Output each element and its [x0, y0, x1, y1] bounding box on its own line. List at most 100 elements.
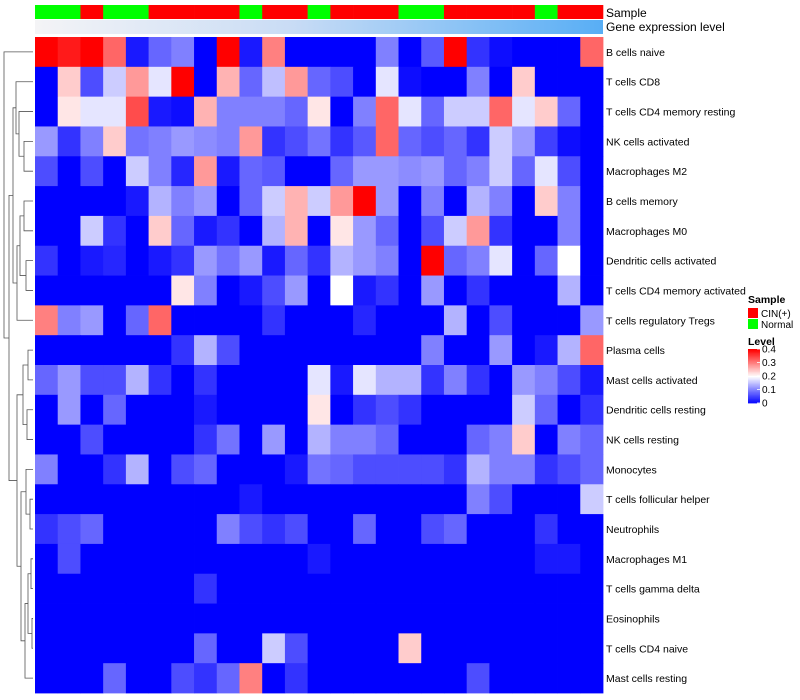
heatmap-cell: [57, 365, 81, 396]
heatmap-cell: [307, 96, 331, 127]
heatmap-cell: [443, 335, 468, 366]
heatmap-cell: [148, 305, 172, 336]
dendrogram-branches: [3, 51, 33, 679]
heatmap-cell: [353, 633, 377, 664]
heatmap-cell: [194, 37, 218, 68]
heatmap-cell: [489, 126, 513, 157]
heatmap-cell: [375, 215, 399, 247]
heatmap-cell: [125, 186, 149, 217]
heatmap-cell: [284, 96, 309, 127]
heatmap-cell: [489, 394, 513, 426]
heatmap-cell: [80, 365, 104, 396]
heatmap-cell: [35, 454, 59, 485]
heatmap-cell: [398, 394, 422, 426]
heatmap-cell: [580, 633, 604, 664]
heatmap-cell: [375, 424, 399, 455]
row-label: Macrophages M2: [606, 166, 687, 178]
heatmap-cell: [557, 96, 581, 127]
heatmap-cell: [534, 66, 558, 98]
heatmap-cell: [103, 484, 127, 515]
heatmap-cell: [580, 335, 604, 366]
heatmap-cell: [194, 126, 218, 157]
heatmap-cell: [398, 573, 422, 604]
annotation-label-sample: Sample: [606, 6, 647, 20]
row-labels: B cells naive T cells CD8 T cells CD4 memo…: [606, 47, 746, 685]
heatmap-cell: [57, 245, 81, 276]
heatmap-cell: [35, 275, 59, 306]
heatmap-cell: [103, 424, 127, 455]
heatmap-cell: [466, 305, 490, 336]
heatmap-cell: [466, 514, 490, 545]
heatmap-cell: [194, 365, 218, 396]
heatmap-cell: [35, 37, 59, 68]
heatmap-cell: [375, 633, 399, 664]
row-label: T cells CD4 naive: [606, 643, 688, 655]
heatmap-cell: [262, 37, 286, 68]
heatmap-cell: [148, 663, 172, 694]
heatmap-cell: [443, 394, 468, 426]
row-label: Mast cells activated: [606, 375, 698, 387]
heatmap-cell: [103, 186, 127, 217]
heatmap-cell: [466, 215, 490, 247]
heatmap-cell: [375, 365, 399, 396]
heatmap-cell: [57, 514, 81, 545]
heatmap-cell: [80, 156, 104, 187]
heatmap-cell: [512, 424, 536, 455]
heatmap-cell: [125, 156, 149, 187]
heatmap-cell: [194, 156, 218, 187]
heatmap-cell: [534, 245, 558, 276]
legend-gradient-step: [748, 370, 760, 373]
heatmap-cell: [125, 215, 149, 247]
heatmap-cell: [239, 305, 263, 336]
heatmap-cell: [398, 96, 422, 127]
heatmap-cell: [125, 454, 149, 485]
legend-gradient-step: [748, 359, 760, 362]
heatmap-cell: [125, 573, 149, 604]
heatmap-cell: [148, 245, 172, 276]
heatmap-cell: [534, 633, 558, 664]
heatmap-cell: [534, 365, 558, 396]
heatmap-cell: [80, 37, 104, 68]
heatmap-cell: [239, 275, 263, 306]
sample-annotation-cell: [194, 5, 218, 19]
heatmap-cell: [262, 603, 286, 634]
heatmap-cell: [194, 424, 218, 455]
heatmap-cell: [353, 424, 377, 455]
heatmap-cell: [330, 66, 354, 98]
heatmap-cell: [353, 186, 377, 217]
legend-gradient-step: [748, 377, 760, 380]
heatmap-cell: [421, 663, 445, 694]
heatmap-cell: [216, 573, 240, 604]
heatmap-cell: [35, 96, 59, 127]
heatmap-cell: [466, 663, 490, 694]
heatmap-cell: [421, 514, 445, 545]
heatmap-cell: [557, 245, 581, 276]
heatmap-cell: [171, 96, 195, 127]
heatmap-cell: [443, 66, 468, 98]
legend-tick-label: 0.1: [762, 385, 776, 396]
heatmap-cell: [353, 305, 377, 336]
sample-annotation-cell: [353, 5, 377, 19]
heatmap-cell: [148, 186, 172, 217]
heatmap-cell: [466, 275, 490, 306]
heatmap-cell: [466, 96, 490, 127]
heatmap-cell: [307, 454, 331, 485]
heatmap-cell: [103, 275, 127, 306]
heatmap-cell: [534, 663, 558, 694]
heatmap-cell: [262, 335, 286, 366]
heatmap-cell: [512, 96, 536, 127]
heatmap-cell: [80, 543, 104, 575]
heatmap-cell: [262, 394, 286, 426]
legend-color-gradient: 0.4 0.3 0.2 0.1 0: [748, 345, 776, 410]
heatmap-cell: [216, 126, 240, 157]
heatmap-cell: [330, 484, 354, 515]
heatmap-cell: [103, 663, 127, 694]
sample-annotation-cell: [557, 5, 581, 19]
heatmap-cell: [125, 126, 149, 157]
heatmap-cell: [103, 454, 127, 485]
heatmap-cell: [239, 514, 263, 545]
heatmap-cell: [148, 96, 172, 127]
heatmap-cell: [262, 96, 286, 127]
heatmap-cell: [557, 484, 581, 515]
heatmap-cell: [489, 603, 513, 634]
